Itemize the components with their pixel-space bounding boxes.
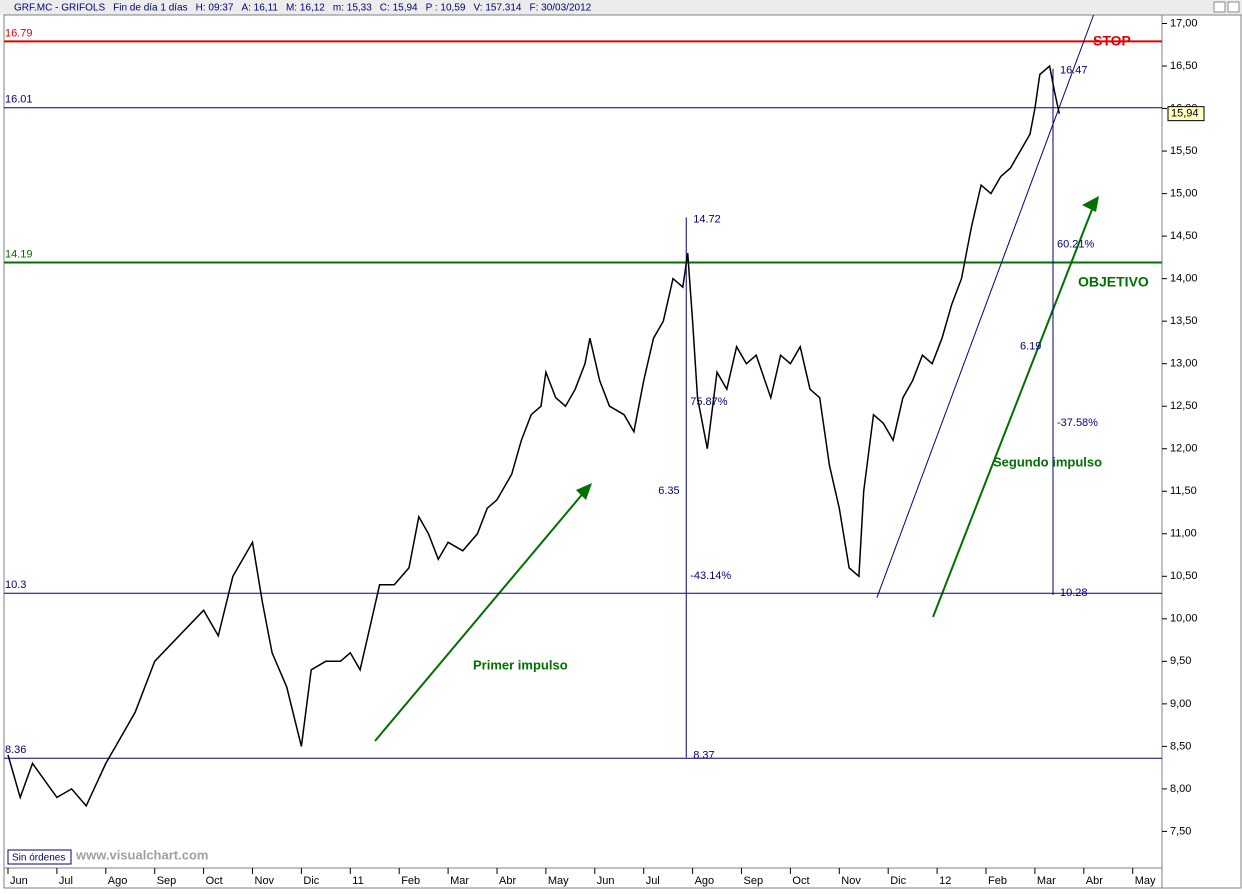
header-field: GRF.MC - GRIFOLS [14,3,105,14]
header: GRF.MC - GRIFOLS Fin de día 1 días H: 09:3… [14,3,592,14]
header-field: Fin de día 1 días [113,3,188,14]
header-field: V: 157.314 [473,3,521,14]
y-tick-label: 15,50 [1170,145,1198,157]
y-tick-label: 13,50 [1170,315,1198,327]
x-tick-label: Oct [792,875,809,887]
price-line [7,64,1061,808]
y-tick-label: 16,50 [1170,60,1198,72]
x-tick-label: May [548,875,569,887]
x-tick-label: Nov [255,875,275,887]
y-tick-label: 14,50 [1170,230,1198,242]
header-field: F: 30/03/2012 [529,3,591,14]
measure-down: -37.58% [1057,417,1098,429]
level-label: 8.36 [5,744,26,756]
last-price-label: 15,94 [1171,108,1199,120]
y-tick-label: 13,00 [1170,358,1198,370]
header-bar [0,0,1242,15]
x-tick-label: Ago [695,875,715,887]
last-price-box [1167,106,1205,122]
measure-up: 60.21% [1057,239,1095,251]
annotation: Primer impulso [473,657,568,672]
y-tick-label: 8,00 [1170,783,1191,795]
y-tick-label: 12,50 [1170,400,1198,412]
level-label: 14.19 [5,248,33,260]
x-tick-label: Sep [744,875,764,887]
measure-up: 75.87% [690,396,728,408]
y-tick-label: 14,00 [1170,273,1198,285]
y-tick-label: 7,50 [1170,825,1191,837]
x-tick-label: 12 [939,875,951,887]
measure-low: 10.28 [1060,587,1088,599]
x-tick-label: Jul [59,875,73,887]
watermark: www.visualchart.com [75,847,208,862]
x-tick-label: Feb [401,875,420,887]
measure-diff: 6.19 [1020,341,1041,353]
x-tick-label: Jun [10,875,28,887]
header-field: H: 09:37 [196,3,234,14]
header-field: C: 15,94 [380,3,418,14]
level-label: 16.01 [5,94,33,106]
x-tick-label: Feb [988,875,1007,887]
header-field: M: 16,12 [286,3,325,14]
x-tick-label: Sep [157,875,177,887]
x-tick-label: Oct [206,875,223,887]
measure-low: 8.37 [693,749,714,761]
measure-diff: 6.35 [658,485,679,497]
y-tick-label: 11,00 [1170,528,1197,540]
level-label: 16.79 [5,27,33,39]
level-label: 10.3 [5,579,26,591]
window-button[interactable] [1213,1,1226,13]
x-tick-label: Abr [1086,875,1103,887]
annotation: STOP [1093,33,1131,49]
y-axis-panel [1161,14,1242,889]
y-tick-label: 9,00 [1170,698,1191,710]
arrow-head [1082,196,1099,212]
header-field: m: 15,33 [333,3,372,14]
status-box[interactable] [7,849,72,865]
x-tick-label: Jun [597,875,615,887]
arrow [932,206,1094,618]
x-tick-label: 11 [352,875,363,887]
window-button[interactable] [1227,1,1240,13]
y-tick-label: 8,50 [1170,740,1191,752]
y-tick-label: 15,00 [1170,188,1198,200]
annotation: OBJETIVO [1078,274,1149,290]
x-tick-label: Jul [646,875,660,887]
x-tick-label: Dic [303,875,319,887]
x-tick-label: Dic [890,875,906,887]
x-tick-label: Mar [1037,875,1056,887]
header-field: A: 16,11 [241,3,278,14]
y-tick-label: 10,50 [1170,570,1198,582]
header-field: P : 10,59 [426,3,466,14]
y-tick-label: 9,50 [1170,655,1191,667]
arrow-head [576,483,592,500]
trendline [876,14,1095,598]
status[interactable]: Sin órdenes [12,853,65,864]
y-tick-label: 17,00 [1170,17,1198,29]
x-tick-label: Ago [108,875,128,887]
x-tick-label: Abr [499,875,516,887]
x-tick-label: Mar [450,875,469,887]
measure-high: 14.72 [693,213,721,225]
x-tick-label: Nov [841,875,861,887]
arrow [374,490,586,742]
y-tick-label: 12,00 [1170,443,1198,455]
x-tick-label: May [1135,875,1156,887]
measure-high: 16.47 [1060,64,1088,76]
x-axis-panel [3,867,1163,889]
y-tick-label: 11,50 [1170,485,1197,497]
y-tick-label: 10,00 [1170,613,1198,625]
measure-down: -43.14% [690,570,731,582]
annotation: Segundo impulso [993,454,1102,469]
